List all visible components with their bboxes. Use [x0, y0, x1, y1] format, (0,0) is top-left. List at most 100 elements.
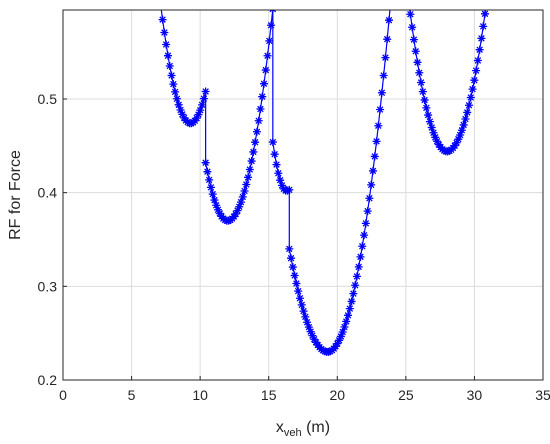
x-tick-label: 0 [59, 387, 67, 403]
data-point-marker [431, 133, 440, 142]
data-point-marker [178, 110, 187, 119]
data-point-marker [344, 311, 353, 320]
data-point-marker [358, 242, 367, 251]
data-point-marker [413, 58, 422, 67]
data-point-marker [418, 87, 427, 96]
data-point-marker [452, 138, 461, 147]
data-point-marker [459, 120, 468, 129]
data-point-marker [287, 254, 296, 263]
data-point-marker [249, 147, 258, 156]
data-point-marker [169, 80, 178, 89]
data-point-marker [198, 100, 207, 109]
data-point-marker [247, 157, 256, 166]
data-point-marker [244, 173, 253, 182]
data-point-marker [310, 335, 319, 344]
x-tick-label: 10 [192, 387, 208, 403]
series-line [160, 10, 487, 353]
data-point-marker [270, 150, 279, 159]
y-axis-ticks: 0.2 0.3 0.4 0.5 [38, 91, 67, 388]
data-point-marker [336, 332, 345, 341]
x-tick-label: 35 [535, 387, 550, 403]
data-point-marker [194, 110, 203, 119]
data-point-marker [285, 244, 294, 253]
data-point-marker [172, 94, 181, 103]
data-point-marker [269, 10, 277, 14]
data-point-marker [463, 108, 472, 117]
data-point-marker [199, 94, 208, 103]
data-point-marker [377, 88, 386, 97]
data-point-marker [162, 40, 171, 49]
data-point-marker [440, 146, 449, 155]
data-point-marker [338, 328, 347, 337]
data-point-marker [171, 87, 180, 96]
data-point-marker [277, 181, 286, 190]
x-tick-label: 30 [467, 387, 483, 403]
data-point-marker [252, 127, 261, 136]
data-point-marker [294, 287, 303, 296]
data-point-marker [361, 219, 370, 228]
x-axis-ticks: 0 5 10 15 20 25 30 35 [59, 376, 550, 403]
data-point-marker [472, 66, 481, 75]
data-point-marker [236, 198, 245, 207]
data-point-marker [210, 196, 219, 205]
data-point-marker [470, 76, 479, 85]
data-point-marker [158, 15, 167, 24]
data-point-marker [306, 327, 315, 336]
data-point-marker [233, 206, 242, 215]
data-point-marker [192, 114, 201, 123]
plot-frame [62, 9, 544, 381]
data-point-marker [365, 194, 374, 203]
data-point-marker [288, 263, 297, 272]
data-point-marker [256, 105, 265, 114]
x-tick-label: 20 [329, 387, 345, 403]
data-point-marker [303, 318, 312, 327]
data-point-marker [468, 85, 477, 94]
data-point-marker [245, 165, 254, 174]
data-point-marker [425, 117, 434, 126]
data-point-marker [384, 16, 393, 25]
data-point-marker [417, 78, 426, 87]
data-point-marker [301, 312, 310, 321]
data-point-marker [345, 304, 354, 313]
x-tick-label: 5 [128, 387, 136, 403]
data-point-marker [427, 123, 436, 132]
data-point-marker [283, 186, 292, 195]
y-axis-label: RF for Force [7, 150, 24, 240]
y-tick-label: 0.4 [38, 185, 58, 201]
data-point-marker [450, 141, 459, 150]
data-point-marker [285, 185, 294, 194]
data-point-marker [160, 28, 169, 37]
data-point-marker [224, 216, 233, 225]
data-point-marker [354, 262, 363, 271]
data-point-marker [214, 205, 223, 214]
data-point-marker [251, 138, 260, 147]
data-point-marker [424, 111, 433, 120]
data-point-marker [376, 105, 385, 114]
data-point-marker [308, 331, 317, 340]
data-point-marker [433, 137, 442, 146]
data-point-marker [356, 252, 365, 261]
grid-lines [62, 10, 544, 381]
data-point-marker [420, 96, 429, 105]
data-point-marker [201, 158, 210, 167]
data-point-marker [187, 119, 196, 128]
data-point-marker [254, 116, 263, 125]
data-point-marker [208, 190, 217, 199]
data-point-marker [374, 121, 383, 130]
data-point-marker [363, 207, 372, 216]
data-point-marker [333, 339, 342, 348]
data-point-marker [274, 169, 283, 178]
data-point-marker [163, 51, 172, 60]
data-point-marker [408, 23, 417, 32]
data-point-marker [201, 87, 210, 96]
rf-series [158, 10, 489, 356]
data-point-marker [206, 183, 215, 192]
data-point-marker [381, 53, 390, 62]
data-point-marker [165, 62, 174, 71]
data-point-marker [473, 56, 482, 65]
y-tick-label: 0.5 [38, 91, 58, 107]
data-point-marker [261, 66, 270, 75]
data-point-marker [465, 101, 474, 110]
data-point-marker [212, 201, 221, 210]
